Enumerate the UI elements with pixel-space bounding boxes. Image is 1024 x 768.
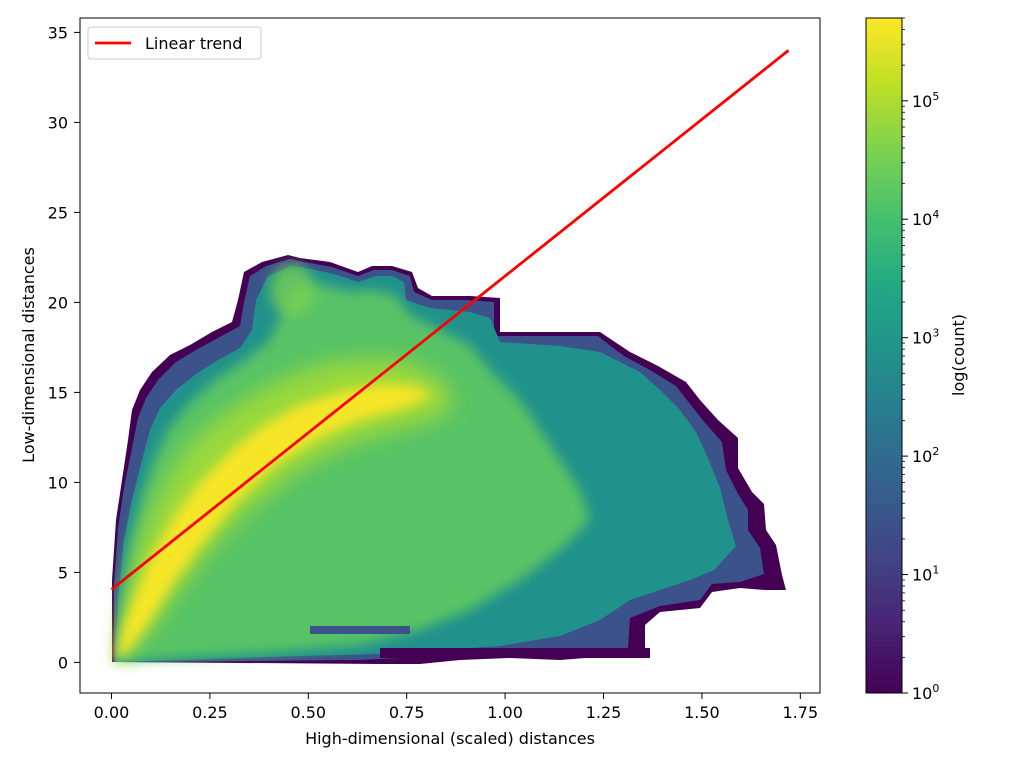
x-tick-label: 1.75 — [783, 703, 819, 722]
density-inner — [116, 282, 590, 662]
x-tick-label: 0.50 — [290, 703, 326, 722]
plot-frame — [79, 17, 821, 694]
legend: Linear trend — [87, 26, 262, 60]
legend-box — [87, 26, 262, 60]
x-tick-label: 1.00 — [487, 703, 523, 722]
y-axis-ticks: 0 5 10 15 20 25 30 35 — [48, 23, 80, 672]
density-core — [118, 358, 455, 660]
x-axis-ticks: 0.00 0.25 0.50 0.75 1.00 1.25 1.50 1.75 — [94, 693, 818, 722]
y-tick-label: 0 — [58, 653, 68, 672]
density-strip-base — [380, 648, 650, 658]
x-tick-label: 1.25 — [586, 703, 622, 722]
y-tick-label: 15 — [48, 383, 68, 402]
y-axis-title: Low-dimensional distances — [19, 247, 38, 463]
x-tick-label: 0.75 — [389, 703, 425, 722]
x-tick-label: 1.50 — [684, 703, 720, 722]
colorbar-tick-label: 101 — [912, 564, 939, 585]
colorbar: 100 101 102 103 104 105 log(count) — [865, 17, 968, 703]
x-axis-title: High-dimensional (scaled) distances — [305, 729, 595, 748]
y-tick-label: 20 — [48, 293, 68, 312]
density-ridge — [114, 384, 432, 662]
colorbar-tick-label: 104 — [912, 208, 939, 229]
linear-trend-line — [110, 49, 790, 591]
colorbar-tick-label: 105 — [912, 90, 939, 111]
colorbar-tick-label: 100 — [912, 682, 939, 703]
y-tick-label: 25 — [48, 203, 68, 222]
x-tick-label: 0.00 — [94, 703, 130, 722]
colorbar-tick-label: 102 — [912, 445, 939, 466]
colorbar-tick-label: 103 — [912, 327, 939, 348]
y-tick-label: 5 — [58, 563, 68, 582]
y-tick-label: 10 — [48, 473, 68, 492]
legend-label: Linear trend — [145, 34, 242, 53]
colorbar-label: log(count) — [949, 314, 968, 396]
colorbar-ticks: 100 101 102 103 104 105 — [902, 17, 939, 703]
density-bump — [270, 264, 314, 316]
colorbar-gradient — [865, 17, 903, 694]
y-tick-label: 30 — [48, 113, 68, 132]
x-tick-label: 0.25 — [192, 703, 228, 722]
density-strip-low — [310, 626, 410, 634]
hexbin-density — [112, 255, 786, 664]
y-tick-label: 35 — [48, 23, 68, 42]
